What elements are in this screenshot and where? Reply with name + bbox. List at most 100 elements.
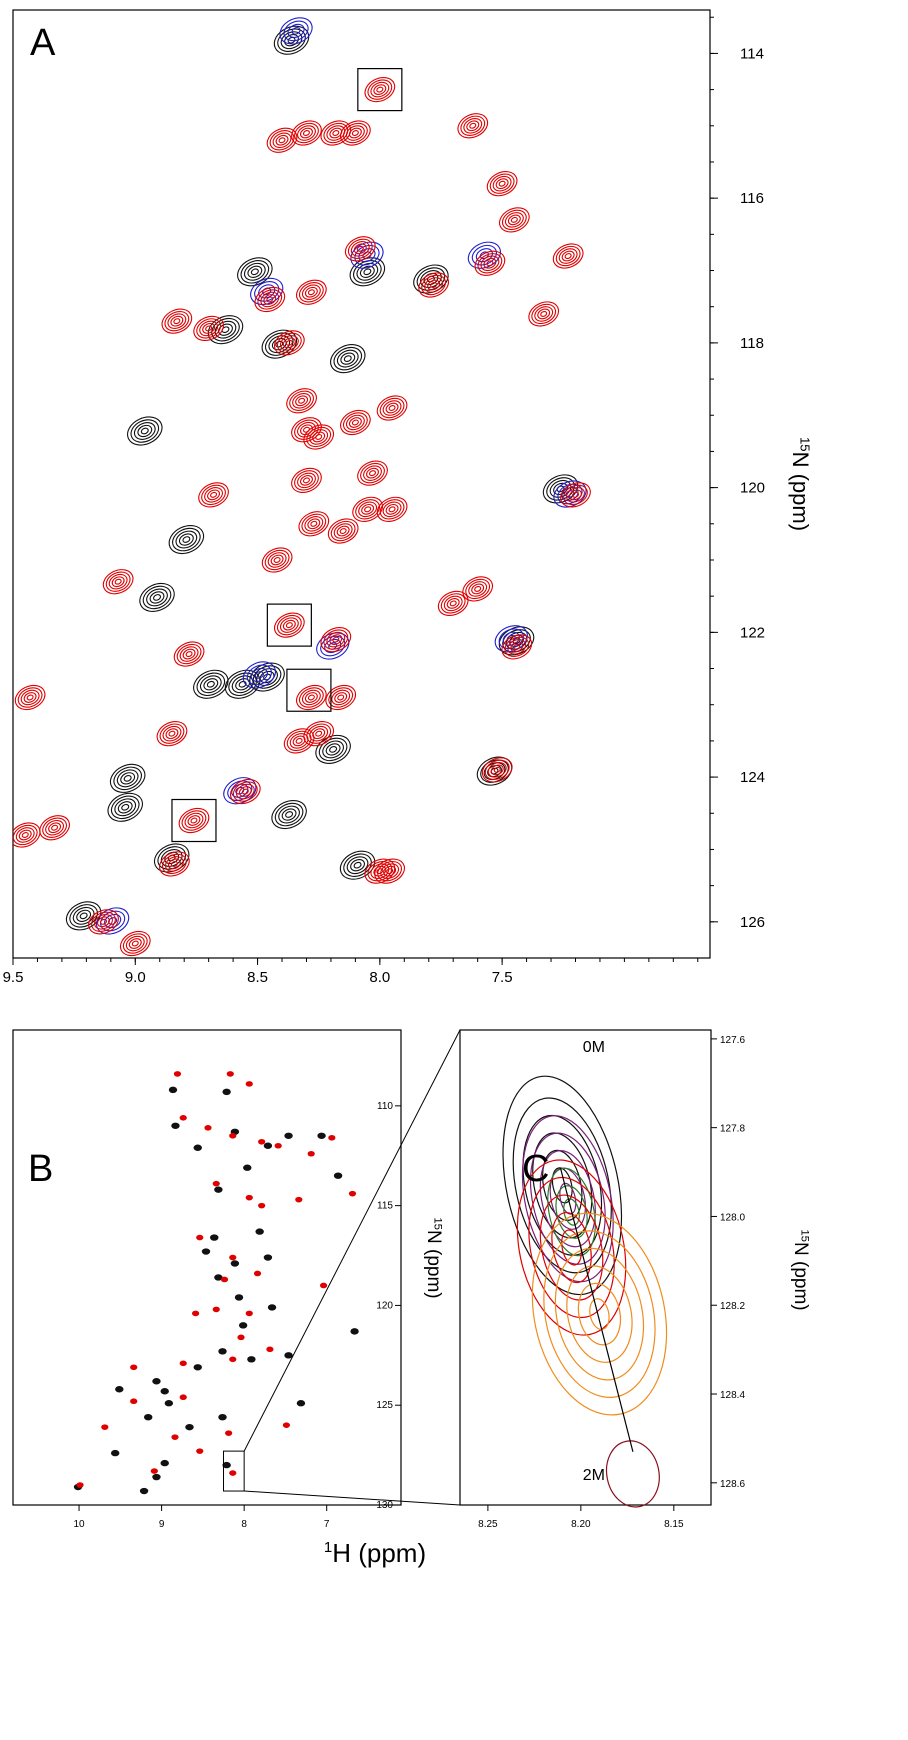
nmr-peak-red	[176, 643, 202, 665]
nmr-peak-black	[271, 799, 307, 830]
nmr-peak-black	[137, 424, 153, 438]
nmr-peak-red	[20, 689, 40, 706]
y-tick-label: 110	[377, 1101, 393, 1112]
y-tick-label: 115	[377, 1201, 393, 1212]
nmr-peak-red	[344, 236, 376, 262]
nmr-peak-red	[531, 303, 557, 325]
nmr-peak-black	[214, 1274, 223, 1281]
nmr-peak-red	[267, 552, 287, 568]
nmr-peak-black	[317, 1132, 326, 1139]
zoom-connector-lines	[243, 1029, 461, 1506]
nmr-peak-red	[51, 824, 59, 831]
nmr-peak-red	[304, 286, 318, 298]
nmr-peak-red	[159, 851, 190, 877]
nmr-peak-black	[255, 1228, 264, 1235]
nmr-peak-red	[364, 77, 396, 103]
nmr-peak-red	[312, 728, 326, 740]
contour-red	[539, 1194, 604, 1301]
nmr-peak-red	[295, 737, 303, 744]
nmr-peak-red	[481, 757, 513, 783]
nmr-peak-red	[282, 337, 296, 349]
nmr-peak-red	[292, 735, 306, 747]
nmr-peak-red	[303, 721, 335, 747]
nmr-peak-red	[477, 253, 503, 274]
nmr-peak-red	[295, 395, 309, 407]
nmr-peak-red	[552, 243, 584, 269]
nmr-peak-red	[471, 583, 485, 595]
nmr-peak-blue	[291, 27, 301, 35]
panel-a-y-axis-label: 15N (ppm)	[788, 437, 813, 531]
nmr-peak-red	[474, 585, 482, 592]
nmr-peak-red	[383, 865, 397, 877]
nmr-peak-red	[462, 576, 494, 602]
nmr-peak-black	[247, 265, 263, 278]
nmr-peak-black	[247, 1356, 256, 1363]
nmr-peak-red	[301, 284, 321, 301]
nmr-peak-red	[179, 1115, 187, 1121]
nmr-peak-red	[114, 578, 122, 585]
y-tick-label: 130	[376, 1500, 393, 1511]
nmr-peak-red	[351, 130, 359, 136]
zoom-region-box	[223, 1450, 245, 1492]
nmr-peak-blue	[246, 664, 272, 686]
nmr-peak-black	[274, 802, 304, 827]
highlight-box	[266, 603, 312, 647]
nmr-peak-red	[156, 721, 188, 747]
nmr-peak-red	[468, 581, 488, 597]
contour-orange	[589, 1298, 610, 1331]
nmr-peak-red	[510, 641, 524, 653]
nmr-peak-red	[360, 462, 385, 484]
nmr-peak-red	[278, 137, 286, 144]
nmr-peak-red	[17, 687, 43, 708]
nmr-peak-black	[185, 1423, 194, 1431]
x-tick-label: 7	[324, 1519, 330, 1530]
nmr-peak-red	[168, 730, 176, 737]
nmr-peak-red	[91, 911, 116, 933]
panel-label-c: C	[522, 1148, 549, 1190]
nmr-peak-black	[234, 1294, 244, 1301]
nmr-peak-black	[153, 594, 162, 601]
panel-c-y-axis-label: 15N (ppm)	[790, 1229, 811, 1310]
nmr-peak-black	[110, 1449, 120, 1457]
nmr-peak-red	[443, 595, 463, 612]
nmr-peak-red	[302, 426, 310, 433]
contour-red	[528, 1176, 615, 1319]
nmr-peak-red	[495, 178, 509, 190]
nmr-peak-red	[179, 1394, 187, 1401]
nmr-peak-red	[173, 641, 205, 667]
nmr-peak-red	[235, 783, 255, 800]
nmr-peak-red	[270, 554, 284, 566]
nmr-peak-red	[457, 113, 489, 139]
nmr-peak-red	[348, 1190, 357, 1197]
contour-orange	[543, 1230, 656, 1398]
nmr-peak-black	[275, 340, 284, 348]
nmr-peak-red	[307, 694, 315, 701]
nmr-peak-red	[237, 1334, 245, 1341]
contour-black	[502, 1075, 623, 1296]
contour-black	[542, 1149, 583, 1221]
nmr-peak-red	[205, 325, 213, 332]
nmr-peak-red	[164, 310, 190, 332]
nmr-peak-red	[385, 503, 399, 515]
nmr-peak-red	[563, 484, 588, 506]
nmr-peak-black	[120, 772, 136, 785]
nmr-peak-black	[206, 680, 215, 688]
nmr-peak-red	[245, 1194, 253, 1201]
nmr-peak-red	[340, 120, 371, 146]
nmr-peak-red	[487, 762, 507, 778]
nmr-peak-red	[486, 260, 494, 267]
nmr-peak-red	[299, 127, 313, 139]
nmr-peak-red	[273, 557, 281, 563]
nmr-peak-black	[222, 1461, 231, 1469]
nmr-peak-red	[469, 122, 477, 129]
nmr-peak-red	[504, 212, 524, 228]
nmr-peak-black	[333, 346, 363, 371]
nmr-peak-red	[266, 127, 298, 153]
nmr-peak-red	[171, 1434, 179, 1440]
nmr-peak-red	[323, 629, 349, 650]
nmr-peak-red	[418, 272, 450, 298]
nmr-peak-red	[465, 578, 491, 600]
nmr-peak-red	[164, 856, 184, 872]
nmr-peak-red	[229, 1132, 237, 1139]
